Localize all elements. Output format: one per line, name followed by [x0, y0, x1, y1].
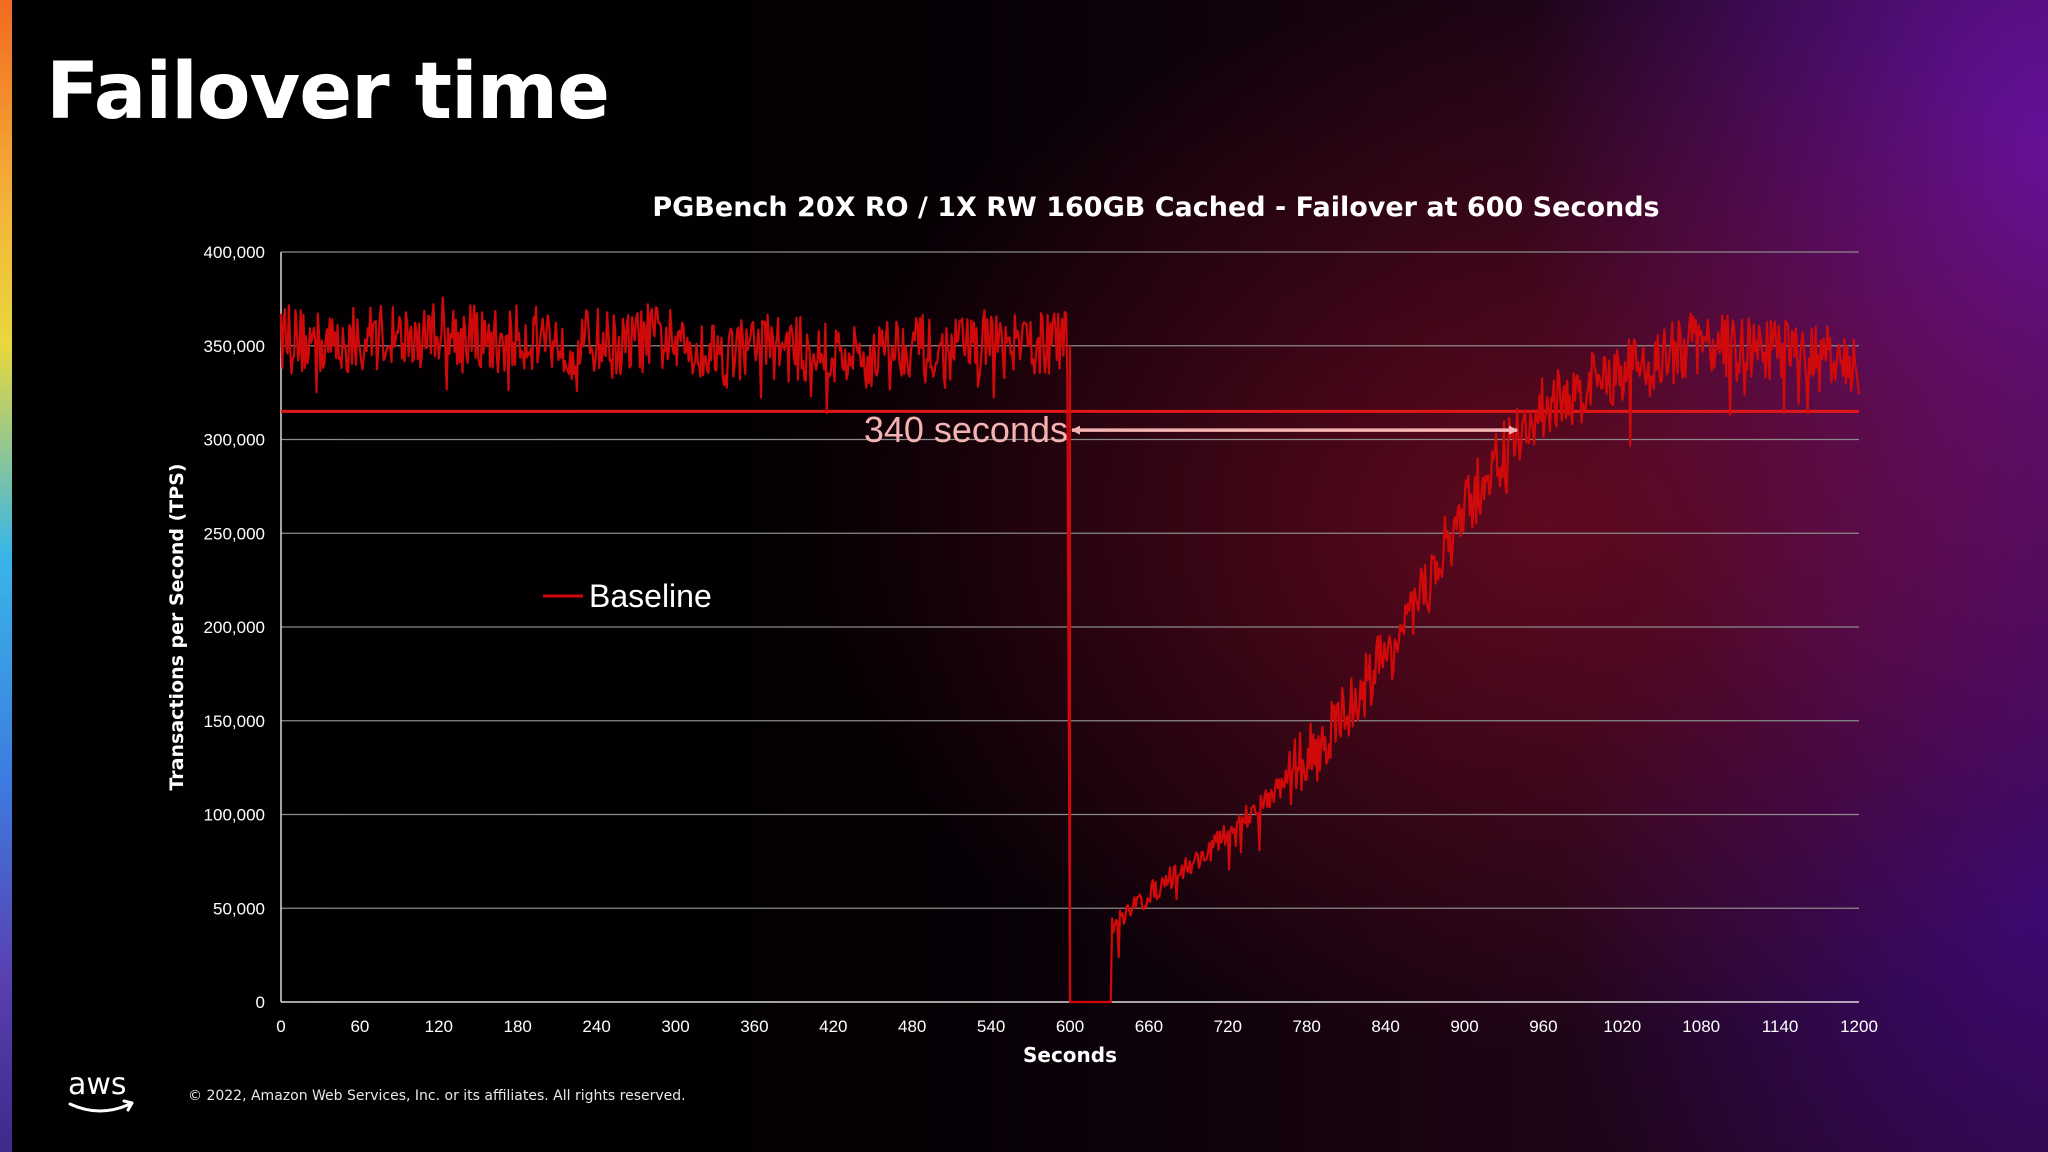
- y-axis-ticks: 0 50,000 100,000 150,000 200,000 250,000 300,0…: [204, 243, 265, 1012]
- annotation-label: 340 seconds: [864, 409, 1068, 450]
- x-tick-label: 1200: [1840, 1017, 1878, 1036]
- legend: Baseline: [543, 578, 712, 614]
- legend-label-baseline: Baseline: [589, 578, 712, 614]
- x-tick-label: 900: [1450, 1017, 1478, 1036]
- y-tick-label: 150,000: [204, 712, 265, 731]
- x-tick-label: 540: [977, 1017, 1005, 1036]
- aws-logo: aws: [68, 1068, 134, 1113]
- chart-title: PGBench 20X RO / 1X RW 160GB Cached - Fa…: [652, 192, 1659, 223]
- x-tick-label: 420: [819, 1017, 847, 1036]
- y-tick-label: 400,000: [204, 243, 265, 262]
- x-tick-label: 1020: [1603, 1017, 1641, 1036]
- x-tick-label: 660: [1135, 1017, 1163, 1036]
- y-tick-label: 0: [256, 993, 265, 1012]
- y-axis-title: Transactions per Second (TPS): [166, 463, 188, 790]
- x-axis-ticks: 0 60 120 180 240 300 360 420 480 540 600 660 720 780 8…: [276, 1017, 1878, 1036]
- y-tick-label: 300,000: [204, 431, 265, 450]
- x-tick-label: 780: [1293, 1017, 1321, 1036]
- x-tick-label: 1140: [1762, 1017, 1799, 1036]
- copyright-notice: © 2022, Amazon Web Services, Inc. or its…: [188, 1088, 686, 1104]
- x-tick-label: 960: [1529, 1017, 1557, 1036]
- x-tick-label: 600: [1056, 1017, 1084, 1036]
- x-axis-title: Seconds: [1023, 1043, 1117, 1067]
- accent-gradient-bar: [0, 0, 12, 1152]
- y-tick-label: 100,000: [204, 806, 265, 825]
- y-tick-label: 50,000: [213, 899, 265, 918]
- x-tick-label: 480: [898, 1017, 926, 1036]
- x-tick-label: 60: [350, 1017, 369, 1036]
- x-tick-label: 0: [276, 1017, 285, 1036]
- x-tick-label: 720: [1214, 1017, 1242, 1036]
- x-tick-label: 120: [425, 1017, 453, 1036]
- failover-annotation: 340 seconds: [864, 409, 1519, 450]
- y-tick-label: 200,000: [204, 618, 265, 637]
- x-tick-label: 360: [740, 1017, 768, 1036]
- slide-title: Failover time: [46, 47, 610, 137]
- x-tick-label: 300: [661, 1017, 689, 1036]
- x-tick-label: 180: [504, 1017, 532, 1036]
- y-tick-label: 350,000: [204, 337, 265, 356]
- x-tick-label: 240: [582, 1017, 610, 1036]
- aws-logo-text: aws: [68, 1068, 127, 1102]
- x-tick-label: 840: [1371, 1017, 1399, 1036]
- y-tick-label: 250,000: [204, 524, 265, 543]
- x-tick-label: 1080: [1682, 1017, 1720, 1036]
- series-layer: [279, 296, 1861, 1004]
- series-line-baseline: [279, 296, 1861, 1004]
